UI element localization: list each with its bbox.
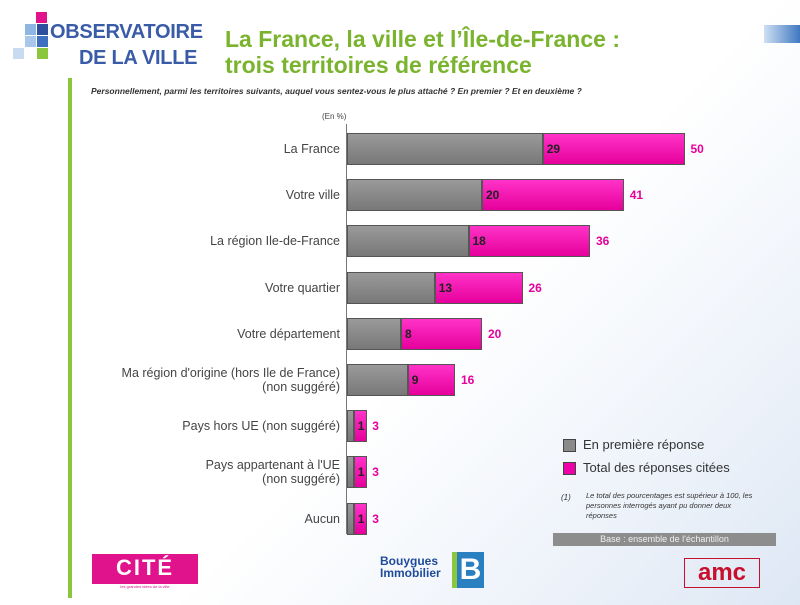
value-label-first: 1: [357, 419, 365, 434]
logo-square-darkblue: [37, 24, 48, 35]
value-label-total: 26: [528, 280, 542, 295]
category-label: Votre ville: [285, 188, 340, 203]
title-line-1: La France, la ville et l’Île-de-France :: [225, 26, 620, 52]
bar-total-responses: [353, 456, 368, 489]
bar-total-responses: [542, 133, 685, 165]
logo-square-green: [37, 48, 48, 59]
category-label: Votre département: [237, 326, 340, 341]
bar-first-response: [347, 364, 408, 396]
category-axis-line: [346, 124, 347, 534]
value-label-first: 18: [472, 234, 486, 249]
bar-total-responses: [468, 225, 590, 258]
legend-label-first: En première réponse: [583, 437, 705, 452]
bar-first-response: [347, 271, 435, 304]
corner-decoration: [764, 25, 800, 43]
value-label-total: 3: [372, 465, 379, 480]
legend-label-total: Total des réponses citées: [583, 460, 730, 475]
logo-square-pink: [36, 12, 47, 23]
bar-total-responses: [353, 410, 368, 443]
value-label-total: 41: [629, 188, 644, 203]
logo-square-lightblue-3: [13, 48, 24, 59]
logo-square-lightblue: [25, 24, 36, 35]
category-label: Pays appartenant à l'UE (non suggéré): [205, 458, 340, 487]
value-label-first: 20: [486, 188, 500, 203]
category-label: Ma région d'origine (hors Ile de France)…: [121, 366, 340, 394]
title-line-2: trois territoires de référence: [225, 52, 532, 78]
footnote-text: Le total des pourcentages est supérieur …: [586, 491, 753, 520]
value-label-first: 1: [357, 465, 365, 480]
cite-logo-subtitle: les grandes idées de la ville: [120, 584, 170, 589]
value-label-total: 3: [372, 511, 379, 526]
bar-first-response: [347, 179, 482, 212]
bar-total-responses: [434, 271, 523, 304]
bar-first-response: [347, 317, 401, 350]
category-label: Pays hors UE (non suggéré): [182, 419, 340, 434]
value-label-first: 9: [411, 373, 419, 387]
bar-first-response: [347, 133, 543, 165]
logo-de-la-ville: DE LA VILLE: [79, 47, 198, 69]
value-label-total: 16: [461, 373, 475, 387]
bar-total-responses: [482, 179, 624, 212]
legend-swatch-first: [563, 439, 576, 452]
value-label-first: 1: [357, 511, 365, 526]
bar-first-response: [347, 225, 469, 258]
bouygues-line-1: Bouygues: [380, 554, 439, 568]
bar-first-response: [347, 410, 354, 443]
category-label: Votre quartier: [264, 280, 340, 295]
value-label-first: 13: [438, 280, 453, 295]
bar-total-responses: [353, 502, 368, 535]
amc-logo: amc: [684, 558, 760, 588]
legend-swatch-total: [563, 462, 576, 475]
unit-label: (En %): [322, 112, 347, 121]
logo-square-lightblue-2: [25, 36, 36, 47]
value-label-total: 50: [690, 142, 704, 156]
value-label-total: 3: [372, 419, 379, 434]
value-label-first: 29: [546, 142, 561, 156]
bar-first-response: [347, 502, 354, 535]
category-label: La région Ile-de-France: [210, 234, 340, 249]
value-label-total: 36: [596, 234, 610, 249]
bouygues-logo-mark: B: [452, 552, 484, 588]
cite-logo: CITÉ: [92, 554, 198, 584]
value-label-total: 20: [488, 326, 502, 341]
logo-square-blue: [37, 36, 48, 47]
bar-total-responses: [401, 317, 482, 350]
category-label: Aucun: [304, 511, 340, 526]
bar-first-response: [347, 456, 354, 489]
category-label: La France: [283, 142, 340, 156]
green-rule: [68, 78, 72, 598]
logo-observatoire: OBSERVATOIRE: [50, 21, 203, 43]
value-label-first: 8: [405, 326, 412, 341]
bouygues-logo-text: Bouygues Immobilier: [380, 555, 441, 579]
bar-total-responses: [407, 364, 455, 396]
footnote-marker: (1): [561, 493, 571, 502]
bouygues-line-2: Immobilier: [380, 566, 441, 580]
page-title: La France, la ville et l’Île-de-France :…: [225, 26, 620, 78]
base-label: Base : ensemble de l'échantillon: [553, 533, 776, 546]
survey-question: Personnellement, parmi les territoires s…: [91, 86, 582, 96]
